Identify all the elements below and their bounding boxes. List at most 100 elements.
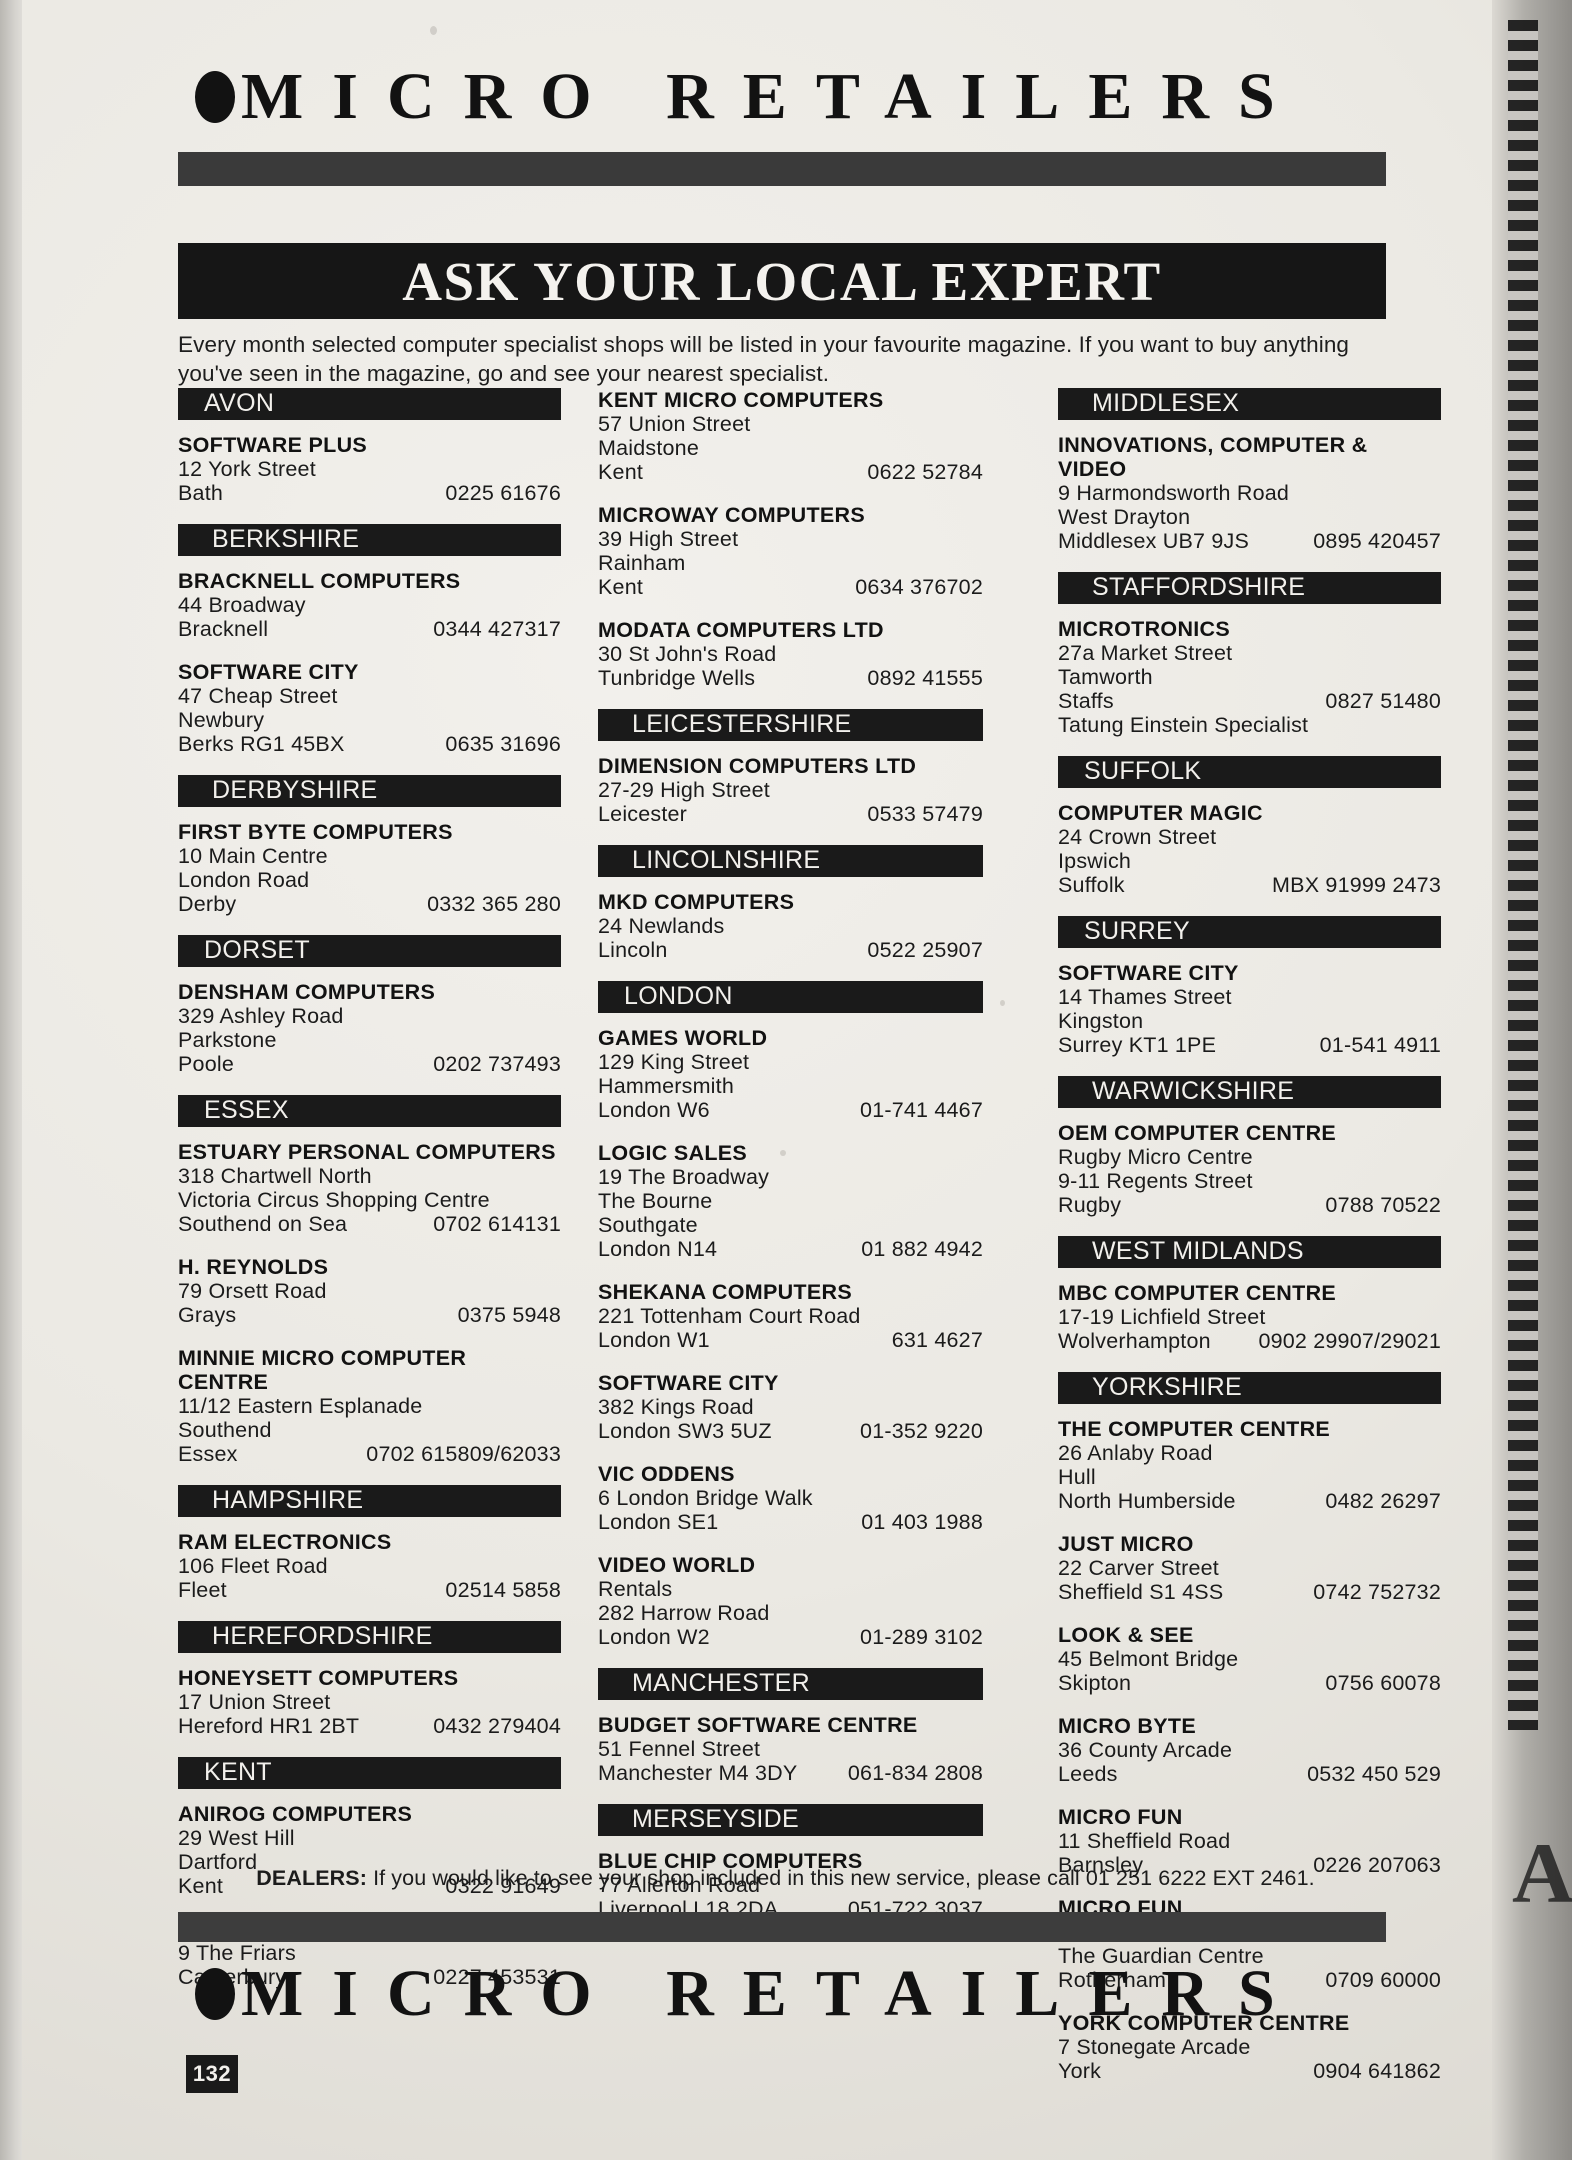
- retailer-name: LOGIC SALES: [598, 1141, 748, 1165]
- retailer-address-line: 22 Carver Street: [1058, 1556, 1441, 1580]
- county-header: LEICESTERSHIRE: [598, 709, 983, 741]
- retailer-address-line: 9-11 Regents Street: [1058, 1169, 1441, 1193]
- phone-number[interactable]: 631 4627: [891, 1328, 983, 1352]
- city-text: Middlesex UB7 9JS: [1058, 529, 1250, 553]
- retailer-name: FIRST BYTE COMPUTERS: [178, 820, 453, 844]
- phone-number[interactable]: 0225 61676: [445, 481, 561, 505]
- retailer-city-phone-line: London SW3 5UZ 01-352 9220: [598, 1419, 983, 1443]
- retailer-city-phone-line: Skipton 0756 60078: [1058, 1671, 1441, 1695]
- county-header: WEST MIDLANDS: [1058, 1236, 1441, 1268]
- retailer-address-line: The Guardian Centre: [1058, 1944, 1441, 1968]
- phone-number[interactable]: 0904 641862: [1313, 2059, 1441, 2083]
- address-text: 26 Anlaby Road: [1058, 1441, 1213, 1465]
- county-header: LINCOLNSHIRE: [598, 845, 983, 877]
- address-text: Rugby Micro Centre: [1058, 1145, 1253, 1169]
- address-text: 221 Tottenham Court Road: [598, 1304, 861, 1328]
- phone-number[interactable]: 0827 51480: [1325, 689, 1441, 713]
- phone-number[interactable]: 01-352 9220: [860, 1419, 983, 1443]
- phone-number[interactable]: 0344 427317: [433, 617, 561, 641]
- county-header: LONDON: [598, 981, 983, 1013]
- phone-number[interactable]: 0522 25907: [867, 938, 983, 962]
- retailer-entry: YORK COMPUTER CENTRE 7 Stonegate Arcade Yo…: [1058, 2011, 1441, 2083]
- address-text: 9-11 Regents Street: [1058, 1169, 1253, 1193]
- phone-number[interactable]: 0756 60078: [1325, 1671, 1441, 1695]
- phone-number[interactable]: 01 882 4942: [861, 1237, 983, 1261]
- phone-number[interactable]: 0226 207063: [1313, 1853, 1441, 1877]
- retailer-address-line: The Bourne: [598, 1189, 983, 1213]
- city-text: Fleet: [178, 1578, 227, 1602]
- retailer-entry: JUST MICRO 22 Carver Street Sheffield S1 4…: [1058, 1532, 1441, 1604]
- retailer-address-line: Victoria Circus Shopping Centre: [178, 1188, 561, 1212]
- phone-number[interactable]: 0902 29907/29021: [1258, 1329, 1441, 1353]
- retailer-city-phone-line: Leeds 0532 450 529: [1058, 1762, 1441, 1786]
- retailer-city-phone-line: Grays 0375 5948: [178, 1303, 561, 1327]
- dealers-note: DEALERS: If you would like to see your s…: [178, 1866, 1393, 1891]
- phone-number[interactable]: 0634 376702: [855, 575, 983, 599]
- phone-number[interactable]: 0742 752732: [1313, 1580, 1441, 1604]
- phone-number[interactable]: 0895 420457: [1313, 529, 1441, 553]
- retailer-city-phone-line: Kent 0634 376702: [598, 575, 983, 599]
- retailer-name: VIDEO WORLD: [598, 1553, 756, 1577]
- address-text: 77 Allerton Road: [598, 1873, 761, 1897]
- city-text: London W2: [598, 1625, 710, 1649]
- retailer-entry: DENSHAM COMPUTERS 329 Ashley Road Parkston…: [178, 980, 561, 1076]
- retailer-address-line: 11/12 Eastern Esplanade: [178, 1394, 561, 1418]
- retailer-name: THE COMPUTER CENTRE: [1058, 1417, 1331, 1441]
- county-header: MANCHESTER: [598, 1668, 983, 1700]
- phone-number[interactable]: 0332 365 280: [427, 892, 561, 916]
- retailer-name: GAMES WORLD: [598, 1026, 768, 1050]
- retailer-name: MODATA COMPUTERS LTD: [598, 618, 884, 642]
- retailer-entry: H. REYNOLDS 79 Orsett Road Grays 0375 5948: [178, 1255, 561, 1327]
- phone-number[interactable]: 0702 615809/62033: [366, 1442, 561, 1466]
- phone-number[interactable]: 0533 57479: [867, 802, 983, 826]
- phone-number[interactable]: 0622 52784: [867, 460, 983, 484]
- phone-number[interactable]: 0788 70522: [1325, 1193, 1441, 1217]
- city-text: London SE1: [598, 1510, 719, 1534]
- retailer-address-line: Maidstone: [598, 436, 983, 460]
- retailer-address-line: 30 St John's Road: [598, 642, 983, 666]
- phone-number[interactable]: 0482 26297: [1325, 1489, 1441, 1513]
- phone-number[interactable]: 02514 5858: [445, 1578, 561, 1602]
- city-text: Essex: [178, 1442, 238, 1466]
- city-text: London W6: [598, 1098, 710, 1122]
- city-text: Kent: [178, 1874, 224, 1898]
- retailer-address-line: Rainham: [598, 551, 983, 575]
- edge-index-letter: A: [1512, 1825, 1572, 1921]
- retailer-address-line: 106 Fleet Road: [178, 1554, 561, 1578]
- county-header: HAMPSHIRE: [178, 1485, 561, 1517]
- phone-number[interactable]: 0635 31696: [445, 732, 561, 756]
- phone-number[interactable]: 0227 453531: [433, 1965, 561, 1989]
- retailer-city-phone-line: Hereford HR1 2BT 0432 279404: [178, 1714, 561, 1738]
- retailer-city-phone-line: Tunbridge Wells 0892 41555: [598, 666, 983, 690]
- phone-number[interactable]: 0375 5948: [457, 1303, 561, 1327]
- retailer-address-line: 6 London Bridge Walk: [598, 1486, 983, 1510]
- retailer-address-line: Southgate: [598, 1213, 983, 1237]
- retailer-city-phone-line: Sheffield S1 4SS 0742 752732: [1058, 1580, 1441, 1604]
- phone-number[interactable]: 01-741 4467: [860, 1098, 983, 1122]
- address-text: 9 Harmondsworth Road: [1058, 481, 1290, 505]
- phone-number[interactable]: 0432 279404: [433, 1714, 561, 1738]
- phone-number[interactable]: 0892 41555: [867, 666, 983, 690]
- phone-number[interactable]: MBX 91999 2473: [1272, 873, 1441, 897]
- address-text: 47 Cheap Street: [178, 684, 338, 708]
- retailer-name: DENSHAM COMPUTERS: [178, 980, 436, 1004]
- phone-number[interactable]: 01-541 4911: [1319, 1033, 1441, 1057]
- retailer-address-line: 17 Union Street: [178, 1690, 561, 1714]
- phone-number[interactable]: 0702 614131: [433, 1212, 561, 1236]
- city-text: Poole: [178, 1052, 234, 1076]
- retailer-city-phone-line: London N14 01 882 4942: [598, 1237, 983, 1261]
- masthead-title-bottom: MICRO RETAILERS: [241, 1957, 1304, 2030]
- retailer-entry: VIC ODDENS 6 London Bridge Walk London SE1…: [598, 1462, 983, 1534]
- address-text: 45 Belmont Bridge: [1058, 1647, 1239, 1671]
- phone-number[interactable]: 061-834 2808: [847, 1761, 983, 1785]
- city-text: Kent: [598, 575, 644, 599]
- phone-number[interactable]: 0322 91649: [445, 1874, 561, 1898]
- retailer-address-line: 282 Harrow Road: [598, 1601, 983, 1625]
- phone-number[interactable]: 0709 60000: [1325, 1968, 1441, 1992]
- phone-number[interactable]: 0202 737493: [433, 1052, 561, 1076]
- phone-number[interactable]: 01 403 1988: [861, 1510, 983, 1534]
- phone-number[interactable]: 01-289 3102: [860, 1625, 983, 1649]
- retailer-entry: RAM ELECTRONICS 106 Fleet Road Fleet 02514 …: [178, 1530, 561, 1602]
- phone-number[interactable]: 0532 450 529: [1307, 1762, 1441, 1786]
- address-text: Victoria Circus Shopping Centre: [178, 1188, 490, 1212]
